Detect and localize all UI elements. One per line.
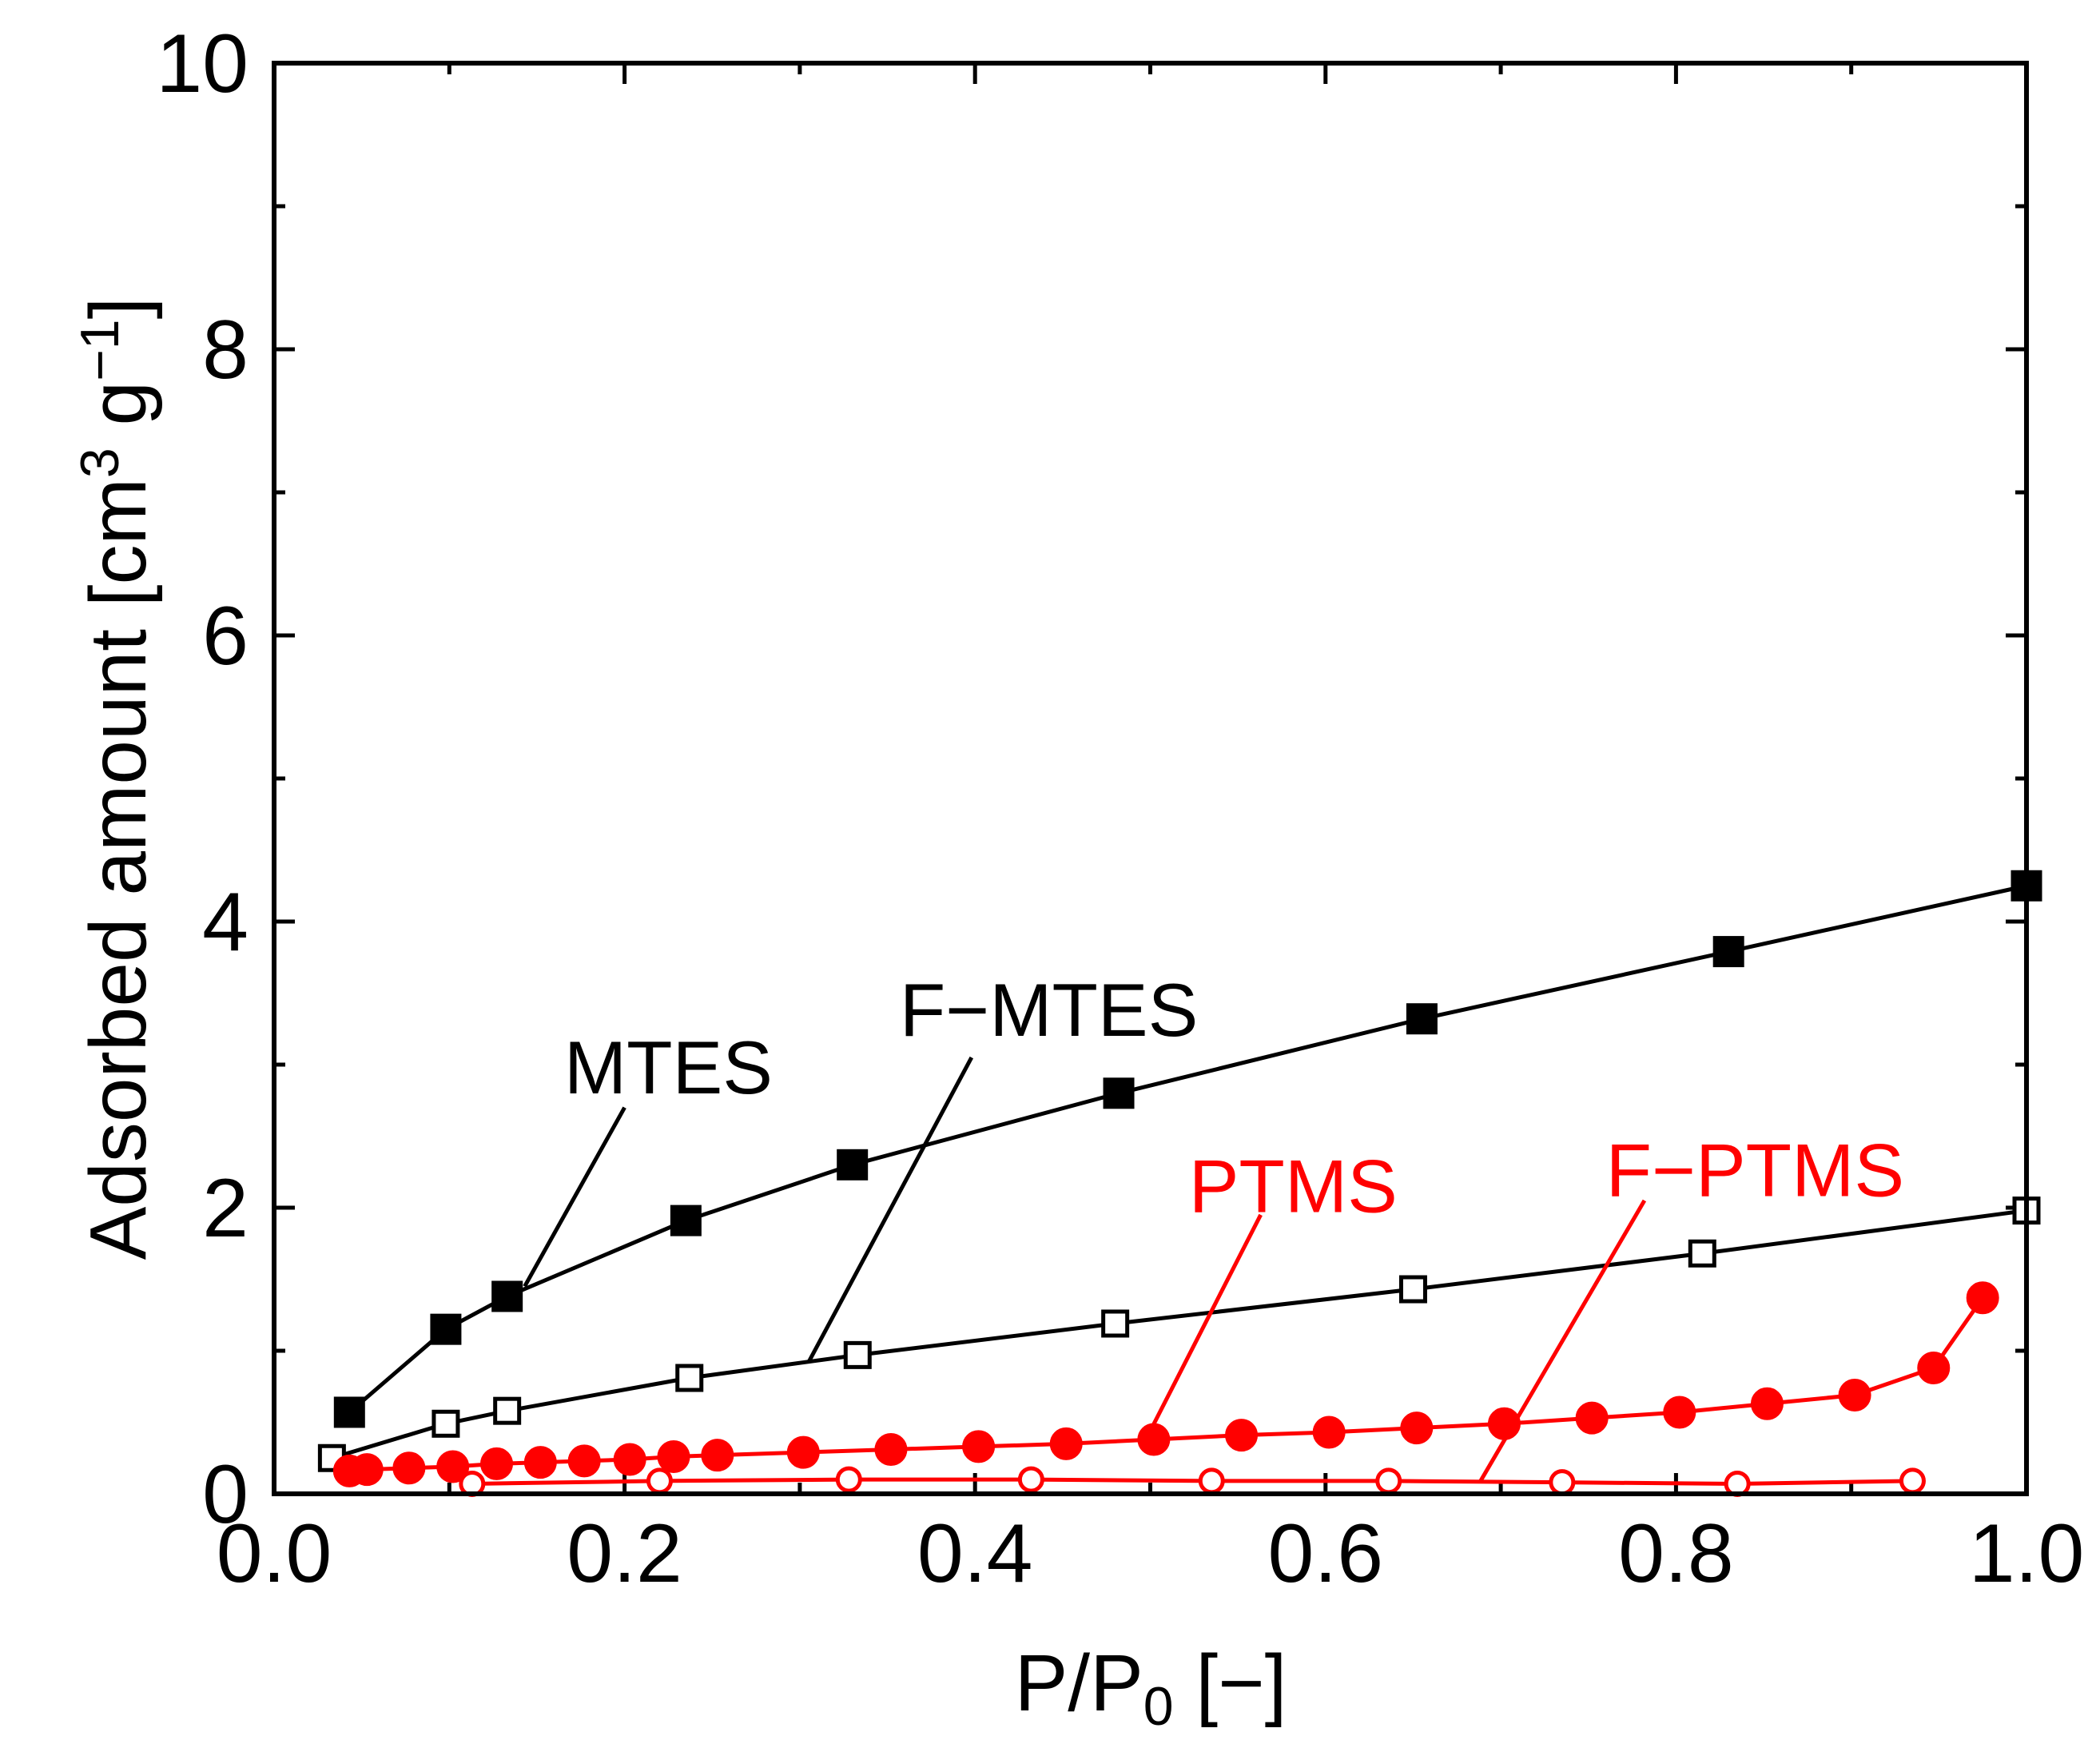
data-point-mtes	[430, 1313, 462, 1345]
series-markers-layer	[317, 870, 2042, 1497]
data-point-f-mtes	[1101, 1309, 1130, 1338]
series-line-f-mtes	[331, 1208, 2027, 1460]
x-axis-title: P/P0 [−]	[1015, 1638, 1287, 1737]
data-point-f-mtes	[1688, 1239, 1716, 1268]
data-point-f-ptms	[1899, 1467, 1926, 1495]
data-point-mtes	[670, 1204, 702, 1236]
data-point-ptms	[1663, 1396, 1696, 1429]
text-layer: 0.0 0.2 0.4 0.6 0.8 1.0 0 2 4 6 8 10 MTES F−MTES PTMS F…	[156, 18, 2084, 1600]
data-point-f-mtes	[493, 1396, 522, 1425]
y-tick-label: 6	[202, 590, 249, 683]
data-point-ptms	[480, 1447, 514, 1480]
data-point-ptms	[1487, 1407, 1521, 1440]
data-point-ptms	[786, 1435, 820, 1469]
axes-layer	[272, 61, 2029, 1496]
data-point-f-mtes	[675, 1364, 704, 1392]
annotation-label-f-ptms: F−PTMS	[1606, 1129, 1904, 1212]
annotation-leader-mtes	[523, 1106, 626, 1288]
data-point-ptms	[1137, 1423, 1171, 1456]
data-point-ptms	[436, 1450, 470, 1483]
data-point-ptms	[350, 1453, 384, 1487]
annotation-label-f-mtes: F−MTES	[900, 968, 1198, 1052]
data-point-ptms	[613, 1443, 646, 1476]
data-point-ptms	[1049, 1427, 1083, 1460]
y-axis-title: Adsorbed amount [cm3 g−1]	[70, 297, 163, 1260]
data-point-ptms	[392, 1451, 426, 1485]
x-tick-label: 0.0	[217, 1507, 332, 1600]
data-point-ptms	[1750, 1387, 1784, 1420]
data-point-ptms	[1400, 1412, 1434, 1445]
data-point-ptms	[1838, 1378, 1871, 1412]
data-point-f-mtes	[1398, 1275, 1427, 1304]
data-point-ptms	[523, 1446, 557, 1479]
data-point-ptms	[657, 1439, 690, 1473]
data-point-f-ptms	[1198, 1467, 1225, 1495]
data-point-f-ptms	[1549, 1469, 1576, 1496]
y-tick-label: 0	[202, 1448, 249, 1541]
annotation-label-mtes: MTES	[564, 1025, 773, 1109]
data-point-f-ptms	[646, 1467, 673, 1495]
data-point-ptms	[701, 1439, 734, 1472]
data-point-f-ptms	[1375, 1467, 1402, 1495]
data-point-mtes	[491, 1280, 523, 1312]
annotation-label-ptms: PTMS	[1189, 1144, 1398, 1228]
data-point-mtes	[1712, 936, 1744, 968]
data-point-ptms	[1575, 1401, 1609, 1435]
annotation-leader-ptms	[1148, 1213, 1263, 1432]
data-point-ptms	[1312, 1415, 1346, 1449]
data-point-mtes	[333, 1396, 365, 1428]
y-tick-label: 10	[156, 18, 249, 110]
x-tick-label: 0.8	[1618, 1507, 1734, 1600]
data-point-f-ptms	[1017, 1466, 1044, 1493]
series-line-f-ptms	[471, 1477, 1913, 1486]
data-point-f-mtes	[432, 1409, 460, 1438]
data-point-f-ptms	[835, 1466, 862, 1493]
data-point-f-mtes	[843, 1340, 872, 1369]
plot-frame	[272, 61, 2029, 1496]
data-point-mtes	[837, 1149, 869, 1181]
x-tick-label: 0.2	[567, 1507, 682, 1600]
data-point-ptms	[962, 1430, 996, 1463]
annotation-leaders-layer	[523, 1056, 1647, 1483]
data-point-ptms	[567, 1444, 601, 1478]
annotation-leader-f-mtes	[806, 1056, 974, 1364]
data-point-ptms	[1966, 1281, 1999, 1315]
data-point-ptms	[874, 1433, 908, 1467]
x-tick-label: 0.6	[1268, 1507, 1384, 1600]
data-point-mtes	[1103, 1077, 1135, 1109]
y-tick-label: 2	[202, 1162, 249, 1255]
y-tick-label: 4	[202, 876, 249, 969]
data-point-mtes	[1406, 1003, 1438, 1035]
x-tick-label: 0.4	[917, 1507, 1033, 1600]
y-tick-label: 8	[202, 304, 249, 396]
data-point-ptms	[1917, 1351, 1951, 1384]
x-tick-label: 1.0	[1969, 1507, 2085, 1600]
data-point-ptms	[1225, 1419, 1259, 1452]
